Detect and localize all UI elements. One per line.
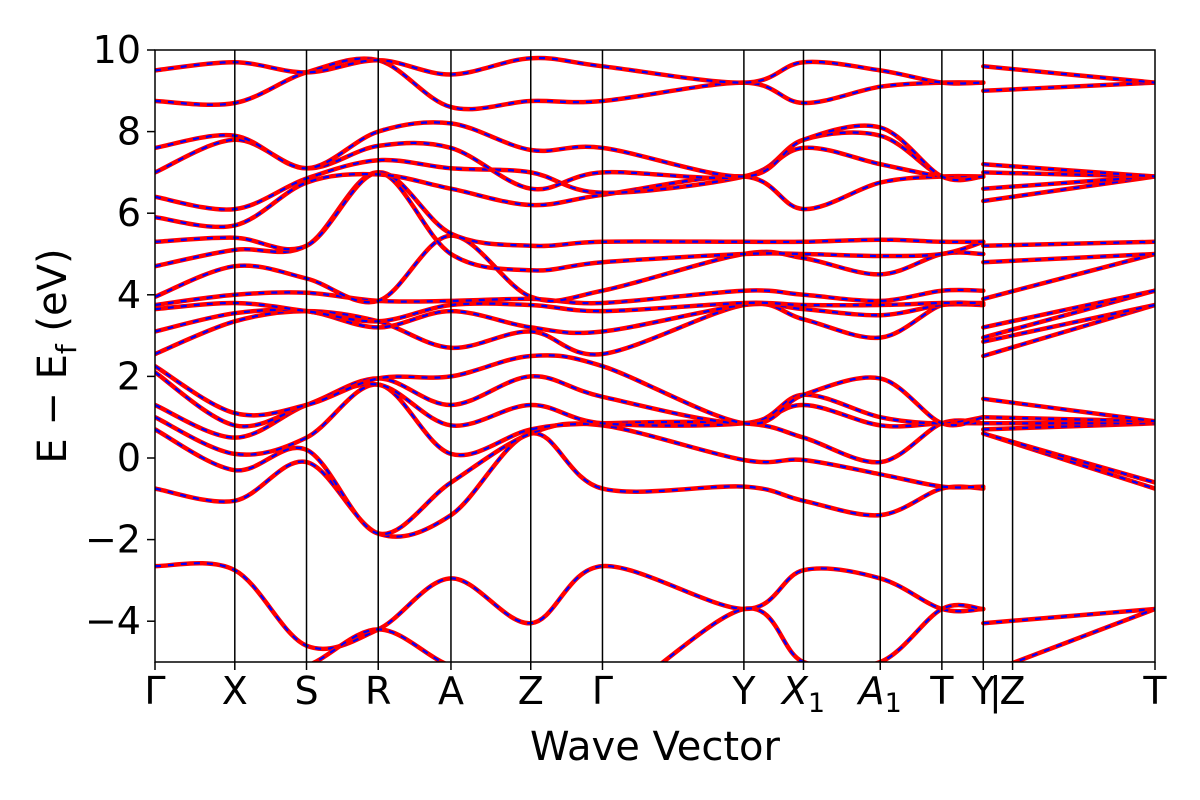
band-18-seg-1-dashed — [983, 163, 1155, 178]
band-12-seg-1-dashed — [983, 252, 1155, 300]
y-tick-label: −2 — [85, 518, 141, 562]
x-tick-label: A1 — [856, 669, 902, 719]
y-tick-label: 10 — [93, 28, 141, 72]
band-0-seg-0-dashed — [155, 562, 984, 650]
y-tick-label: 0 — [117, 436, 141, 480]
band-11-seg-0-dashed — [155, 288, 984, 307]
band-9-seg-1-dashed — [983, 303, 1155, 343]
band-14-seg-0-solid — [155, 170, 986, 252]
x-tick-label: Y — [971, 669, 996, 713]
band-8-seg-1-dashed — [982, 303, 1155, 358]
x-tick-label: Z — [518, 669, 544, 713]
band-15-seg-0-dashed — [155, 172, 984, 229]
band-1-seg-1-dashed — [1012, 607, 1155, 662]
band-0-seg-1-dashed — [983, 607, 1155, 625]
x-tick-label: A — [438, 669, 464, 713]
x-tick-label: T — [1142, 669, 1167, 713]
bands-layer — [155, 55, 1155, 662]
band-2-seg-0-dashed — [155, 432, 984, 538]
y-axis-label: E − Ef (eV) — [30, 248, 83, 463]
band-13-seg-1-dashed — [983, 252, 1155, 264]
band-14-seg-0-dashed — [155, 171, 984, 251]
x-tick-label: Z — [1000, 669, 1026, 713]
band-3-seg-0-solid — [155, 421, 986, 537]
band-11-seg-1-dashed — [983, 289, 1155, 329]
x-tick-label: Γ — [144, 669, 165, 713]
y-tick-label: 2 — [117, 354, 141, 398]
band-0-seg-0-solid — [155, 560, 986, 652]
x-tick-label: S — [294, 669, 318, 713]
x-tick-label: X1 — [780, 669, 825, 719]
x-axis-label: Wave Vector — [530, 724, 781, 770]
x-tick-label: T — [929, 669, 954, 713]
x-tick-label: Y — [731, 669, 756, 713]
band-10-seg-1-dashed — [983, 289, 1155, 339]
band-14-seg-1-dashed — [983, 240, 1155, 247]
band-20-seg-0-dashed — [155, 56, 984, 85]
y-tick-label: 6 — [117, 191, 141, 235]
band-4-seg-0-solid — [155, 382, 986, 465]
band-3-seg-1-dashed — [982, 432, 1155, 484]
y-axis-ticks: 10 8 6 4 2 0 −2 −4 — [85, 28, 155, 643]
band-7-seg-1-dashed — [983, 397, 1155, 423]
x-axis-ticks: Γ X S R A Z Γ Y X1 A1 T Y|Z T — [144, 662, 1167, 719]
band-3-seg-0-dashed — [155, 422, 984, 536]
y-tick-label: −4 — [85, 599, 141, 643]
y-tick-label: 4 — [117, 273, 141, 317]
plot-frame — [154, 49, 1156, 663]
band-20-seg-1-dashed — [983, 65, 1155, 84]
x-tick-label: R — [365, 669, 391, 713]
x-tick-label: Γ — [592, 669, 613, 713]
kpoint-lines — [234, 50, 1014, 662]
x-tick-label: | — [989, 669, 1002, 714]
x-tick-label: X — [222, 669, 248, 713]
y-tick-label: 8 — [117, 110, 141, 154]
